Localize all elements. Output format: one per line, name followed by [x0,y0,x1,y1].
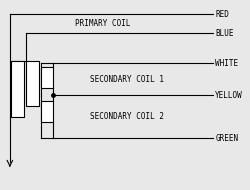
Text: SECONDARY COIL 2: SECONDARY COIL 2 [90,112,164,121]
Bar [41,67,53,89]
Text: YELLOW: YELLOW [215,90,243,100]
Text: SECONDARY COIL 1: SECONDARY COIL 1 [90,75,164,84]
Bar [41,101,53,122]
Text: RED: RED [215,10,229,19]
Text: GREEN: GREEN [215,134,238,142]
Text: PRIMARY COIL: PRIMARY COIL [75,19,131,28]
Text: WHITE: WHITE [215,59,238,68]
Bar [11,61,24,117]
Bar [26,61,39,106]
Text: BLUE: BLUE [215,29,234,38]
